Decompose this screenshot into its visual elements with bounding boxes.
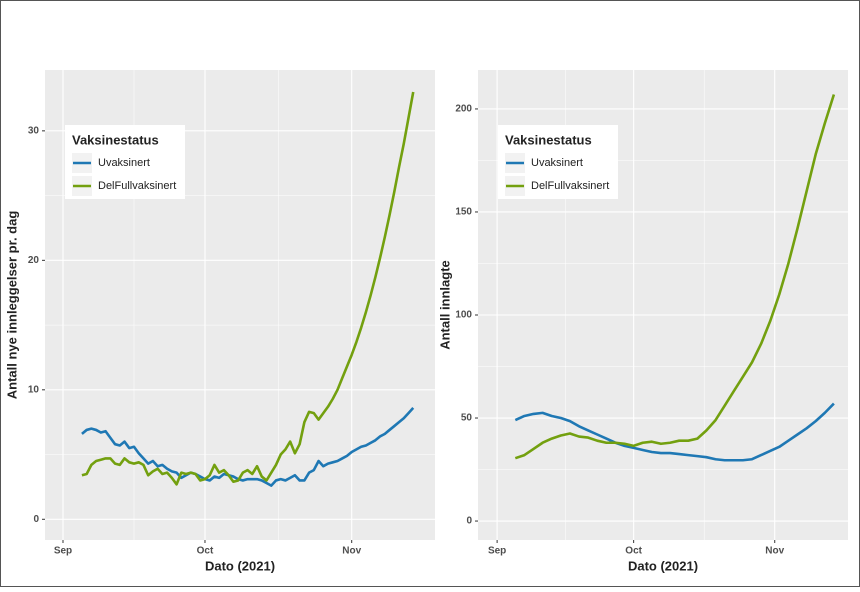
legend-label: DelFullvaksinert (531, 180, 609, 192)
legend-label: Uvaksinert (531, 157, 583, 169)
x-tick-label: Nov (765, 546, 784, 557)
x-tick-label: Oct (197, 546, 214, 557)
series-line (514, 402, 835, 462)
series-line (81, 91, 415, 486)
y-tick-label: 0 (466, 516, 472, 527)
y-axis-title: Antall innlagte (437, 260, 452, 350)
y-tick-label: 10 (28, 384, 40, 395)
legend-label: DelFullvaksinert (98, 180, 176, 192)
legend-title: Vaksinestatus (72, 132, 159, 147)
y-tick-label: 200 (455, 104, 472, 115)
y-axis-title: Antall nye innleggelser pr. dag (4, 211, 19, 400)
y-tick-label: 0 (33, 514, 39, 525)
legend-label: Uvaksinert (98, 157, 150, 169)
legend-title: Vaksinestatus (505, 132, 592, 147)
series-line (514, 94, 836, 460)
x-tick-label: Sep (54, 546, 72, 557)
x-tick-label: Nov (342, 546, 361, 557)
x-axis-title: Dato (2021) (628, 558, 698, 573)
x-tick-label: Sep (488, 546, 506, 557)
y-tick-label: 150 (455, 207, 472, 218)
x-tick-label: Oct (625, 546, 642, 557)
x-axis-title: Dato (2021) (205, 558, 275, 573)
y-tick-label: 30 (28, 125, 40, 136)
y-tick-label: 100 (455, 310, 472, 321)
y-tick-label: 20 (28, 255, 40, 266)
y-tick-label: 50 (461, 413, 473, 424)
series-line (81, 407, 415, 487)
